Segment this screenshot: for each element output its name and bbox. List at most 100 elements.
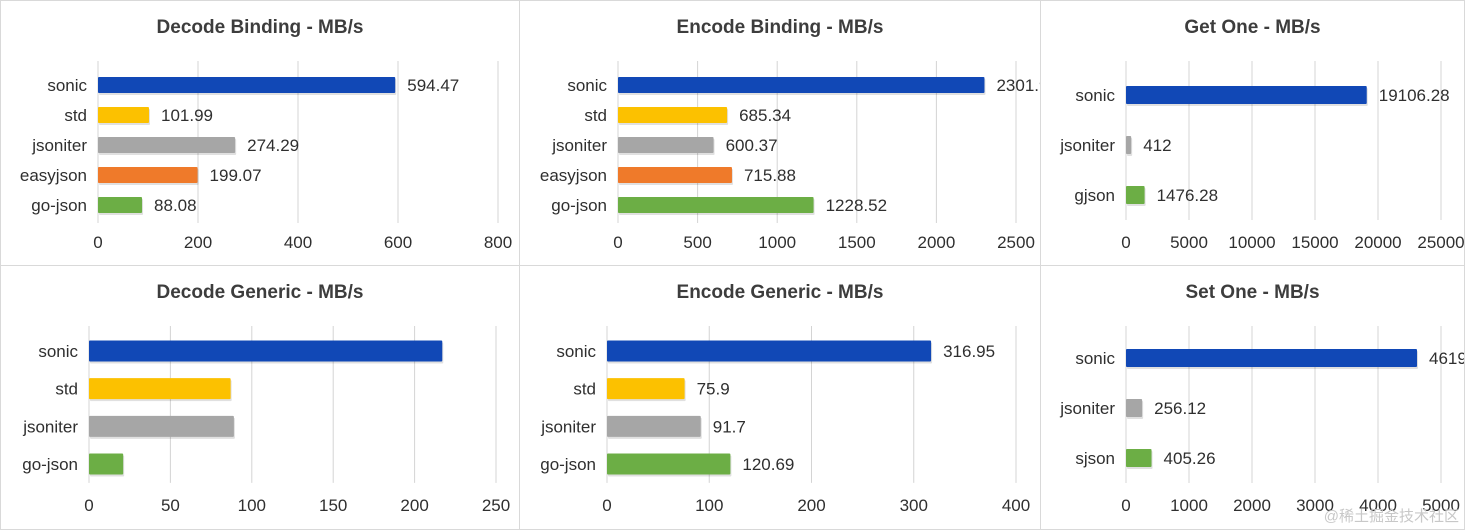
data-label: 600.37 bbox=[726, 136, 778, 155]
watermark-text: @稀土掘金技术社区 bbox=[1323, 508, 1459, 525]
data-label: 405.26 bbox=[1164, 449, 1216, 468]
x-tick-label: 2000 bbox=[917, 233, 955, 252]
x-tick-label: 5000 bbox=[1170, 233, 1208, 252]
chart-plot-area: 0 50 100 150 200 250 sonic std jsoniter go-json bbox=[22, 326, 510, 515]
chart-plot-area: 0 5000 10000 15000 20000 25000 sonic 19106.28 js… bbox=[1059, 61, 1464, 252]
category-label: easyjson bbox=[20, 166, 87, 185]
x-tick-label: 3000 bbox=[1296, 496, 1334, 515]
x-tick-label: 500 bbox=[683, 233, 711, 252]
chart-title: Get One - MB/s bbox=[1184, 17, 1321, 38]
x-tick-label: 0 bbox=[613, 233, 622, 252]
x-tick-label: 200 bbox=[400, 496, 428, 515]
category-label: go-json bbox=[22, 455, 78, 474]
data-label: 412 bbox=[1143, 136, 1171, 155]
bar-jsoniter bbox=[1126, 136, 1132, 154]
category-label: std bbox=[573, 380, 596, 399]
category-label: sonic bbox=[47, 76, 87, 95]
data-label: 75.9 bbox=[697, 380, 730, 399]
category-label: jsoniter bbox=[1059, 136, 1115, 155]
data-label: 120.69 bbox=[742, 455, 794, 474]
category-label: sonic bbox=[567, 76, 607, 95]
chart-title: Decode Generic - MB/s bbox=[156, 282, 364, 303]
data-label: 88.08 bbox=[154, 196, 197, 215]
bar-sonic bbox=[98, 77, 396, 93]
bar-std bbox=[98, 107, 149, 123]
x-tick-label: 100 bbox=[695, 496, 723, 515]
x-tick-label: 25000 bbox=[1417, 233, 1464, 252]
bar-jsoniter bbox=[607, 415, 701, 437]
x-tick-label: 5000 bbox=[1422, 496, 1460, 515]
bar-sonic bbox=[607, 340, 932, 362]
bar-sonic bbox=[1126, 349, 1418, 367]
x-tick-label: 400 bbox=[1002, 496, 1030, 515]
data-label: 19106.28 bbox=[1379, 86, 1450, 105]
data-label: 199.07 bbox=[210, 166, 262, 185]
data-label: 715.88 bbox=[744, 166, 796, 185]
chart-panel-encode-generic: Encode Generic - MB/s 0 100 200 300 400 sonic… bbox=[519, 265, 1041, 530]
chart-panel-encode-binding: Encode Binding - MB/s 0 500 1000 1500 2000 25… bbox=[519, 0, 1041, 266]
chart-title: Decode Binding - MB/s bbox=[156, 17, 364, 38]
category-label: jsoniter bbox=[551, 136, 607, 155]
data-label: 685.34 bbox=[739, 106, 791, 125]
chart-title: Encode Generic - MB/s bbox=[676, 282, 884, 303]
data-label: 1228.52 bbox=[826, 196, 887, 215]
category-label: go-json bbox=[31, 196, 87, 215]
x-tick-label: 100 bbox=[238, 496, 266, 515]
x-tick-label: 200 bbox=[797, 496, 825, 515]
x-tick-label: 15000 bbox=[1291, 233, 1338, 252]
category-label: jsoniter bbox=[540, 417, 596, 436]
bar-sonic bbox=[89, 340, 443, 362]
bar-jsoniter bbox=[1126, 399, 1143, 417]
category-label: jsoniter bbox=[31, 136, 87, 155]
bar-sjson bbox=[1126, 449, 1152, 467]
chart-plot-area: 0 100 200 300 400 sonic 316.95 std 75.9 jsoniter 9… bbox=[540, 326, 1030, 515]
data-label: 594.47 bbox=[407, 76, 459, 95]
category-label: sonic bbox=[556, 342, 596, 361]
bar-std bbox=[618, 107, 728, 123]
bar-sonic bbox=[1126, 86, 1367, 104]
x-tick-label: 50 bbox=[161, 496, 180, 515]
data-label: 4619.26 bbox=[1429, 349, 1464, 368]
bar-easyjson bbox=[618, 167, 732, 183]
data-label: 91.7 bbox=[713, 417, 746, 436]
x-tick-label: 0 bbox=[602, 496, 611, 515]
category-label: jsoniter bbox=[1059, 399, 1115, 418]
x-tick-label: 400 bbox=[284, 233, 312, 252]
chart-panel-get-one: Get One - MB/s 0 5000 10000 15000 20000 25000… bbox=[1040, 0, 1465, 266]
category-label: easyjson bbox=[540, 166, 607, 185]
category-label: std bbox=[584, 106, 607, 125]
x-tick-label: 200 bbox=[184, 233, 212, 252]
bar-std bbox=[89, 378, 231, 400]
bar-sonic bbox=[618, 77, 985, 93]
x-tick-label: 1000 bbox=[1170, 496, 1208, 515]
chart-title: Encode Binding - MB/s bbox=[676, 17, 884, 38]
chart-panel-decode-binding: Decode Binding - MB/s 0 200 400 600 800 sonic… bbox=[0, 0, 520, 266]
chart-panel-decode-generic: Decode Generic - MB/s 0 50 100 150 200 250 son… bbox=[0, 265, 520, 530]
category-label: jsoniter bbox=[22, 417, 78, 436]
category-label: std bbox=[55, 380, 78, 399]
data-label: 316.95 bbox=[943, 342, 995, 361]
x-tick-label: 150 bbox=[319, 496, 347, 515]
x-tick-label: 250 bbox=[482, 496, 510, 515]
x-tick-label: 800 bbox=[484, 233, 512, 252]
x-tick-label: 2500 bbox=[997, 233, 1035, 252]
data-label: 1476.28 bbox=[1157, 186, 1218, 205]
chart-panel-set-one: Set One - MB/s 0 1000 2000 3000 4000 5000 soni… bbox=[1040, 265, 1465, 530]
x-tick-label: 1000 bbox=[758, 233, 796, 252]
bar-go-json bbox=[618, 197, 814, 213]
bar-gjson bbox=[1126, 186, 1145, 204]
category-label: sonic bbox=[38, 342, 78, 361]
bar-jsoniter bbox=[618, 137, 714, 153]
category-label: go-json bbox=[551, 196, 607, 215]
x-tick-label: 1500 bbox=[838, 233, 876, 252]
data-label: 256.12 bbox=[1154, 399, 1206, 418]
bar-go-json bbox=[98, 197, 143, 213]
data-label: 2301.99 bbox=[996, 76, 1040, 95]
bar-easyjson bbox=[98, 167, 198, 183]
data-label: 274.29 bbox=[247, 136, 299, 155]
chart-title: Set One - MB/s bbox=[1185, 282, 1320, 303]
category-label: sonic bbox=[1075, 86, 1115, 105]
x-tick-label: 0 bbox=[93, 233, 102, 252]
bar-jsoniter bbox=[89, 415, 234, 437]
bar-jsoniter bbox=[98, 137, 236, 153]
